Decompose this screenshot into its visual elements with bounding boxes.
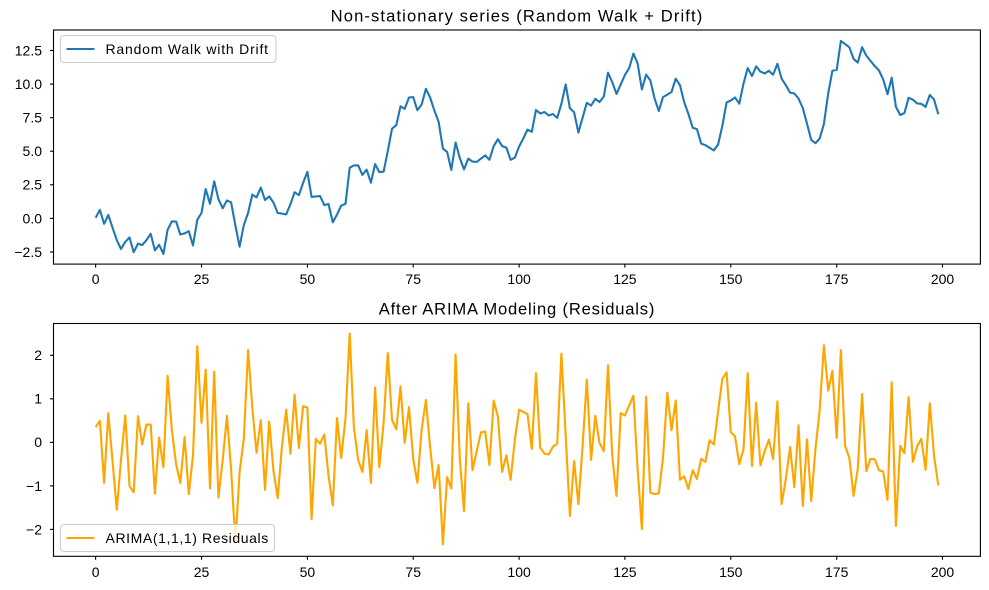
svg-text:50: 50: [300, 271, 316, 287]
svg-text:5.0: 5.0: [23, 143, 43, 159]
svg-text:0: 0: [92, 271, 100, 287]
svg-text:0: 0: [34, 434, 42, 450]
svg-text:7.5: 7.5: [23, 110, 43, 126]
svg-text:50: 50: [300, 564, 316, 580]
svg-text:25: 25: [194, 271, 210, 287]
svg-text:−2.5: −2.5: [14, 244, 42, 260]
svg-text:Random Walk with Drift: Random Walk with Drift: [106, 41, 269, 57]
svg-text:2.5: 2.5: [23, 177, 43, 193]
svg-text:1: 1: [34, 391, 42, 407]
svg-text:Non-stationary series (Random: Non-stationary series (Random Walk + Dri…: [331, 6, 704, 25]
svg-text:2: 2: [34, 347, 42, 363]
svg-text:10.0: 10.0: [15, 76, 42, 92]
svg-text:100: 100: [507, 564, 531, 580]
svg-text:125: 125: [613, 271, 637, 287]
svg-text:175: 175: [825, 271, 849, 287]
svg-text:25: 25: [194, 564, 210, 580]
svg-text:−1: −1: [26, 478, 42, 494]
svg-text:175: 175: [825, 564, 849, 580]
svg-text:After ARIMA Modeling (Residual: After ARIMA Modeling (Residuals): [379, 300, 655, 319]
svg-text:125: 125: [613, 564, 637, 580]
svg-text:150: 150: [719, 271, 743, 287]
svg-text:12.5: 12.5: [15, 42, 42, 58]
svg-text:−2: −2: [26, 521, 42, 537]
svg-text:150: 150: [719, 564, 743, 580]
svg-text:0: 0: [92, 564, 100, 580]
svg-text:100: 100: [507, 271, 531, 287]
svg-text:200: 200: [931, 564, 955, 580]
svg-text:200: 200: [931, 271, 955, 287]
svg-text:75: 75: [405, 564, 421, 580]
svg-text:75: 75: [405, 271, 421, 287]
svg-text:0.0: 0.0: [23, 210, 43, 226]
svg-text:ARIMA(1,1,1) Residuals: ARIMA(1,1,1) Residuals: [106, 530, 269, 546]
